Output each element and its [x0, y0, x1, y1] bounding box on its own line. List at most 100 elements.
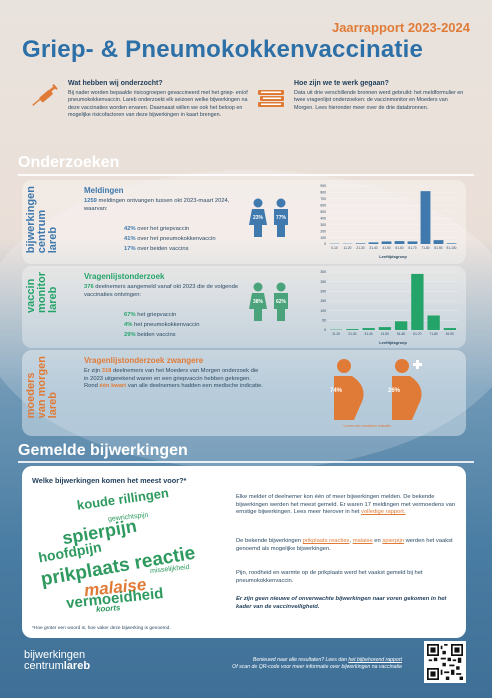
word: koorts — [95, 603, 121, 614]
x-tick-label: 81-90 — [434, 246, 442, 250]
footer-report-link[interactable]: het bijbehorend rapport — [348, 657, 402, 663]
female-pct: 38% — [252, 299, 263, 305]
y-tick-label: 250 — [320, 280, 326, 284]
link-prikplaats[interactable]: prikplaats reacties — [302, 538, 350, 544]
pregnant-icon — [334, 359, 364, 420]
panel-body: 1259 meldingen ontvangen tussen okt 2023… — [84, 198, 244, 213]
x-axis-label: Leeftijdsgroep — [379, 340, 407, 345]
x-tick-label: 31-40 — [365, 332, 373, 336]
stat-line: 4% het pneumokokkenvaccin — [124, 322, 200, 328]
report-year: Jaarrapport 2023-2024 — [331, 20, 470, 35]
bar — [446, 243, 457, 244]
y-tick-label: 800 — [320, 191, 326, 195]
bar — [433, 240, 444, 244]
vaccinmonitor-logo: vaccin monitor lareb — [25, 272, 66, 313]
count-value: 318 — [101, 368, 112, 374]
panel-body-text: meldingen ontvangen tussen okt 2023-maar… — [84, 198, 230, 212]
panel-moeders: moeders van morgen lareb Vragenlijstonde… — [22, 350, 466, 436]
bar — [355, 243, 366, 244]
intro-what-text: Bij nader worden bepaalde risicogroepen … — [68, 90, 248, 118]
x-tick-label: 61-70 — [413, 332, 421, 336]
bijwerkingen-card: Welke bijwerkingen komen het meest voor?… — [22, 466, 466, 638]
x-tick-label: 51-60 — [397, 332, 405, 336]
y-tick-label: 100 — [320, 309, 326, 313]
stat-line: 17% over beiden vaccins — [124, 246, 189, 252]
intro-how-question: Hoe zijn we te werk gegaan? — [294, 80, 389, 87]
y-tick-label: 600 — [320, 204, 326, 208]
stat-line: 67% het griepvaccin — [124, 312, 177, 318]
panel-body: 376 deelnemers aangemeld vanaf okt 2023 … — [84, 284, 244, 299]
y-tick-label: 0 — [324, 242, 326, 246]
intro-how: Hoe zijn we te werk gegaan? Data uit dri… — [256, 80, 466, 112]
y-tick-label: 200 — [320, 229, 326, 233]
intro-what-question: Wat hebben wij onderzocht? — [68, 80, 163, 87]
stat-line: 41% over het pneumokokkenvaccin — [124, 236, 216, 242]
panel-title: Vragenlijstonderzoek — [84, 272, 165, 281]
count-value: 376 — [84, 284, 94, 290]
y-tick-label: 0 — [324, 328, 326, 332]
female-icon — [249, 282, 267, 321]
footnote: * Lorem een medische indicatie — [342, 424, 391, 428]
wordcloud-question: Welke bijwerkingen komen het meest voor?… — [32, 476, 187, 485]
stat-line: 42% over het griepvaccin — [124, 226, 190, 232]
syringe-icon — [32, 84, 58, 106]
y-tick-label: 700 — [320, 197, 326, 201]
intro-how-text: Data uit drie verschillende bronnen werd… — [294, 90, 464, 111]
x-tick-label: 0-10 — [331, 246, 338, 250]
female-icon — [249, 198, 267, 237]
books-icon — [258, 90, 284, 107]
x-tick-label: 11-20 — [344, 246, 352, 250]
footer-text: Benieuwd naar alle resultaten? Lees dan … — [232, 657, 402, 670]
x-tick-label: 31-40 — [369, 246, 377, 250]
panel-body-text: deelnemers aangemeld vanaf okt 2023 die … — [84, 284, 239, 298]
no-indication-pct: 74% — [330, 388, 343, 394]
link-malaise[interactable]: malaise — [352, 538, 373, 544]
section-onderzoeken: Onderzoeken — [18, 154, 120, 171]
panel-title: Meldingen — [84, 186, 124, 195]
bar — [368, 242, 379, 244]
y-tick-label: 200 — [320, 290, 326, 294]
panel-vaccinmonitor: vaccin monitor lareb Vragenlijstonderzoe… — [22, 266, 466, 348]
bar-chart: 0 50 100 150 200 250 300 11-20 21-30 31-40 41-50 51… — [320, 270, 458, 345]
bar-chart: 0 100 200 300 400 500 600 700 800 900 0-10 11-20 21-… — [320, 184, 458, 259]
y-tick-label: 300 — [320, 223, 326, 227]
y-tick-label: 150 — [320, 299, 326, 303]
moeders-logo: moeders van morgen lareb — [25, 356, 66, 419]
indication-pct: 26% — [388, 388, 401, 394]
x-tick-label: 91-100 — [447, 246, 457, 250]
bar — [420, 191, 431, 244]
pregnant-split: 74% 26% — [322, 358, 442, 422]
female-pct: 23% — [252, 215, 263, 221]
panel-meldingen: bijwerkingen centrum lareb Meldingen 125… — [22, 180, 466, 264]
x-tick-label: 11-20 — [332, 332, 340, 336]
x-tick-label: 21-30 — [356, 246, 364, 250]
panel-label-line: lareb — [47, 392, 59, 419]
panel-label-line: lareb — [47, 286, 59, 313]
link-spierpijn[interactable]: spierpijn — [382, 538, 404, 544]
male-pct: 62% — [275, 299, 286, 305]
y-tick-label: 400 — [320, 216, 326, 220]
x-tick-label: 51-60 — [395, 246, 403, 250]
x-axis-label: Leeftijdsgroep — [379, 254, 407, 259]
bar — [411, 273, 424, 330]
wordcloud-note: *Hoe groter een woord is, hoe vaker deze… — [32, 626, 171, 631]
stat-line: 29% beiden vaccins — [124, 332, 176, 338]
report-link[interactable]: volledige rapport. — [361, 509, 406, 515]
card-paragraph-1: Elke melder of deelnemer kon één of meer… — [236, 494, 456, 515]
y-tick-label: 900 — [320, 184, 326, 188]
age-chart-meldingen: 0 100 200 300 400 500 600 700 800 900 0-10 11-20 21-… — [312, 182, 462, 260]
lareb-footer-logo: bijwerkingen centrumlareb — [24, 649, 91, 672]
panel-label-line: lareb — [47, 226, 59, 254]
x-tick-label: 41-50 — [381, 332, 389, 336]
x-tick-label: 71-80 — [430, 332, 438, 336]
count-value: 1259 — [84, 198, 97, 204]
bar — [443, 328, 457, 330]
intro-what: Wat hebben wij onderzocht? Bij nader wor… — [30, 80, 250, 119]
male-icon — [274, 198, 288, 237]
bar — [394, 241, 405, 244]
bar — [362, 328, 375, 330]
y-tick-label: 500 — [320, 210, 326, 214]
qr-code[interactable] — [424, 641, 466, 683]
x-tick-label: 41-50 — [382, 246, 390, 250]
